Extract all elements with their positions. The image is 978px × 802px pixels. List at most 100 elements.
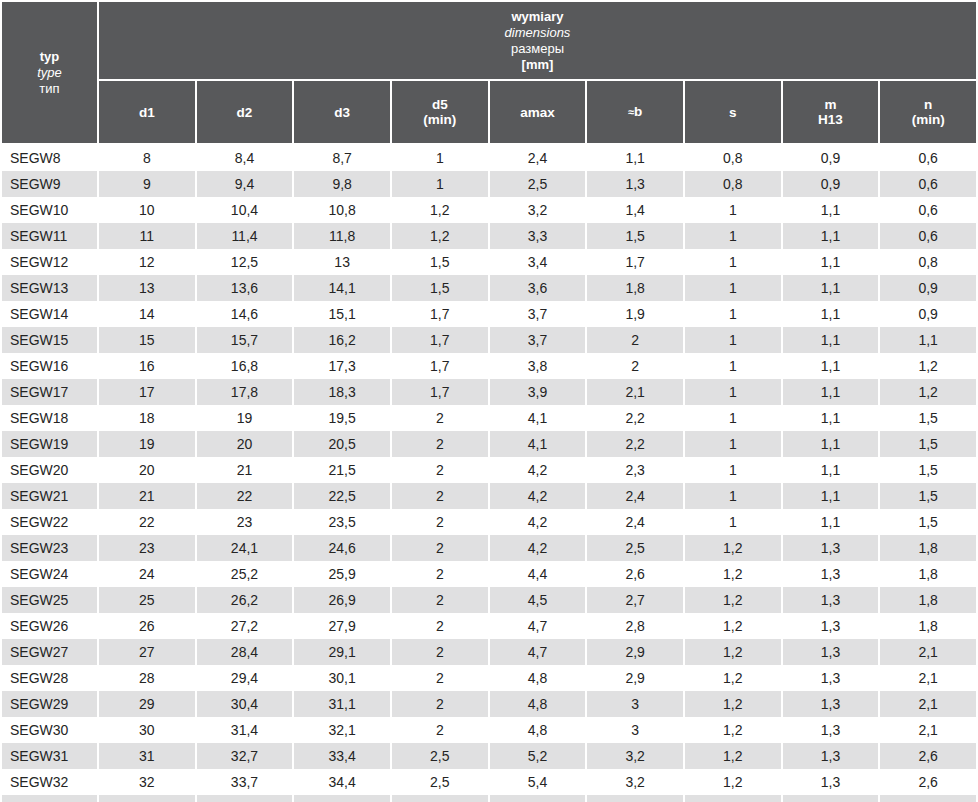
value-cell: 1,5 <box>392 249 488 275</box>
type-cell: SEGW30 <box>2 717 97 743</box>
value-cell: 24,1 <box>197 535 293 561</box>
table-row: SEGW20202121,524,22,311,11,5 <box>0 457 978 483</box>
value-cell: 8,4 <box>197 145 293 171</box>
value-cell: 0,8 <box>880 249 976 275</box>
value-cell: 1,2 <box>685 743 781 769</box>
value-cell: 4,1 <box>490 431 586 457</box>
value-cell: 4,2 <box>490 483 586 509</box>
value-cell: 1,8 <box>587 275 683 301</box>
value-cell: 4,4 <box>490 561 586 587</box>
value-cell: 1,2 <box>880 379 976 405</box>
value-cell: 14 <box>99 301 195 327</box>
value-cell: 14,6 <box>197 301 293 327</box>
value-cell: 4,7 <box>490 613 586 639</box>
value-cell: 1,5 <box>880 457 976 483</box>
value-cell: 13,6 <box>197 275 293 301</box>
partial-cell <box>392 795 488 802</box>
value-cell: 2 <box>392 535 488 561</box>
value-cell: 26,9 <box>294 587 390 613</box>
value-cell: 3,7 <box>490 327 586 353</box>
type-cell: SEGW19 <box>2 431 97 457</box>
value-cell: 1,2 <box>880 353 976 379</box>
value-cell: 31,1 <box>294 691 390 717</box>
value-cell: 15,1 <box>294 301 390 327</box>
value-cell: 4,8 <box>490 691 586 717</box>
type-cell: SEGW9 <box>2 171 97 197</box>
value-cell: 8,7 <box>294 145 390 171</box>
value-cell: 2 <box>392 665 488 691</box>
value-cell: 1 <box>685 509 781 535</box>
partial-cell <box>783 795 879 802</box>
value-cell: 2,4 <box>587 483 683 509</box>
value-cell: 13 <box>99 275 195 301</box>
value-cell: 3 <box>587 691 683 717</box>
value-cell: 22 <box>197 483 293 509</box>
type-cell: SEGW18 <box>2 405 97 431</box>
type-cell: SEGW23 <box>2 535 97 561</box>
value-cell: 4,5 <box>490 587 586 613</box>
value-cell: 25,9 <box>294 561 390 587</box>
value-cell: 3,4 <box>490 249 586 275</box>
value-cell: 10 <box>99 197 195 223</box>
value-cell: 0,9 <box>880 301 976 327</box>
type-cell: SEGW31 <box>2 743 97 769</box>
value-cell: 1,2 <box>685 691 781 717</box>
value-cell: 2 <box>392 587 488 613</box>
value-cell: 17,8 <box>197 379 293 405</box>
value-cell: 1,3 <box>783 717 879 743</box>
value-cell: 1,7 <box>587 249 683 275</box>
value-cell: 1,2 <box>685 535 781 561</box>
value-cell: 2,5 <box>392 743 488 769</box>
value-cell: 1,2 <box>685 665 781 691</box>
value-cell: 1,3 <box>783 613 879 639</box>
value-cell: 2,1 <box>880 691 976 717</box>
value-cell: 9,4 <box>197 171 293 197</box>
value-cell: 2 <box>392 717 488 743</box>
value-cell: 1,3 <box>783 535 879 561</box>
value-cell: 31,4 <box>197 717 293 743</box>
value-cell: 27,9 <box>294 613 390 639</box>
value-cell: 1,7 <box>392 327 488 353</box>
table-row: SEGW282829,430,124,82,91,21,32,1 <box>0 665 978 691</box>
value-cell: 27,2 <box>197 613 293 639</box>
value-cell: 24 <box>99 561 195 587</box>
value-cell: 3,2 <box>490 197 586 223</box>
group-header-line-unit: [mm] <box>522 57 554 73</box>
value-cell: 1 <box>392 145 488 171</box>
value-cell: 1,5 <box>880 483 976 509</box>
table-row: SEGW888,48,712,41,10,80,90,6 <box>0 145 978 171</box>
value-cell: 10,8 <box>294 197 390 223</box>
value-cell: 17,3 <box>294 353 390 379</box>
value-cell: 3,3 <box>490 223 586 249</box>
value-cell: 26,2 <box>197 587 293 613</box>
value-cell: 1,1 <box>783 301 879 327</box>
value-cell: 0,9 <box>880 275 976 301</box>
type-cell: SEGW11 <box>2 223 97 249</box>
value-cell: 1,1 <box>783 275 879 301</box>
value-cell: 2 <box>392 561 488 587</box>
column-header-d5: d5(min) <box>392 81 488 143</box>
type-cell: SEGW12 <box>2 249 97 275</box>
value-cell: 1,5 <box>392 275 488 301</box>
value-cell: 19 <box>197 405 293 431</box>
value-cell: 5,4 <box>490 769 586 795</box>
value-cell: 1 <box>685 483 781 509</box>
type-cell: SEGW32 <box>2 769 97 795</box>
value-cell: 9 <box>99 171 195 197</box>
value-cell: 1,1 <box>783 405 879 431</box>
value-cell: 25 <box>99 587 195 613</box>
value-cell: 2,5 <box>490 171 586 197</box>
table-row: SEGW141414,615,11,73,71,911,10,9 <box>0 301 978 327</box>
value-cell: 2 <box>392 639 488 665</box>
value-cell: 31 <box>99 743 195 769</box>
value-cell: 2,6 <box>880 769 976 795</box>
table-row: SEGW303031,432,124,831,21,32,1 <box>0 717 978 743</box>
value-cell: 15,7 <box>197 327 293 353</box>
column-header-s: s <box>685 81 781 143</box>
column-header-n: n(min) <box>880 81 976 143</box>
type-cell: SEGW14 <box>2 301 97 327</box>
value-cell: 1,2 <box>392 223 488 249</box>
type-cell: SEGW17 <box>2 379 97 405</box>
value-cell: 0,8 <box>685 171 781 197</box>
value-cell: 1 <box>685 405 781 431</box>
